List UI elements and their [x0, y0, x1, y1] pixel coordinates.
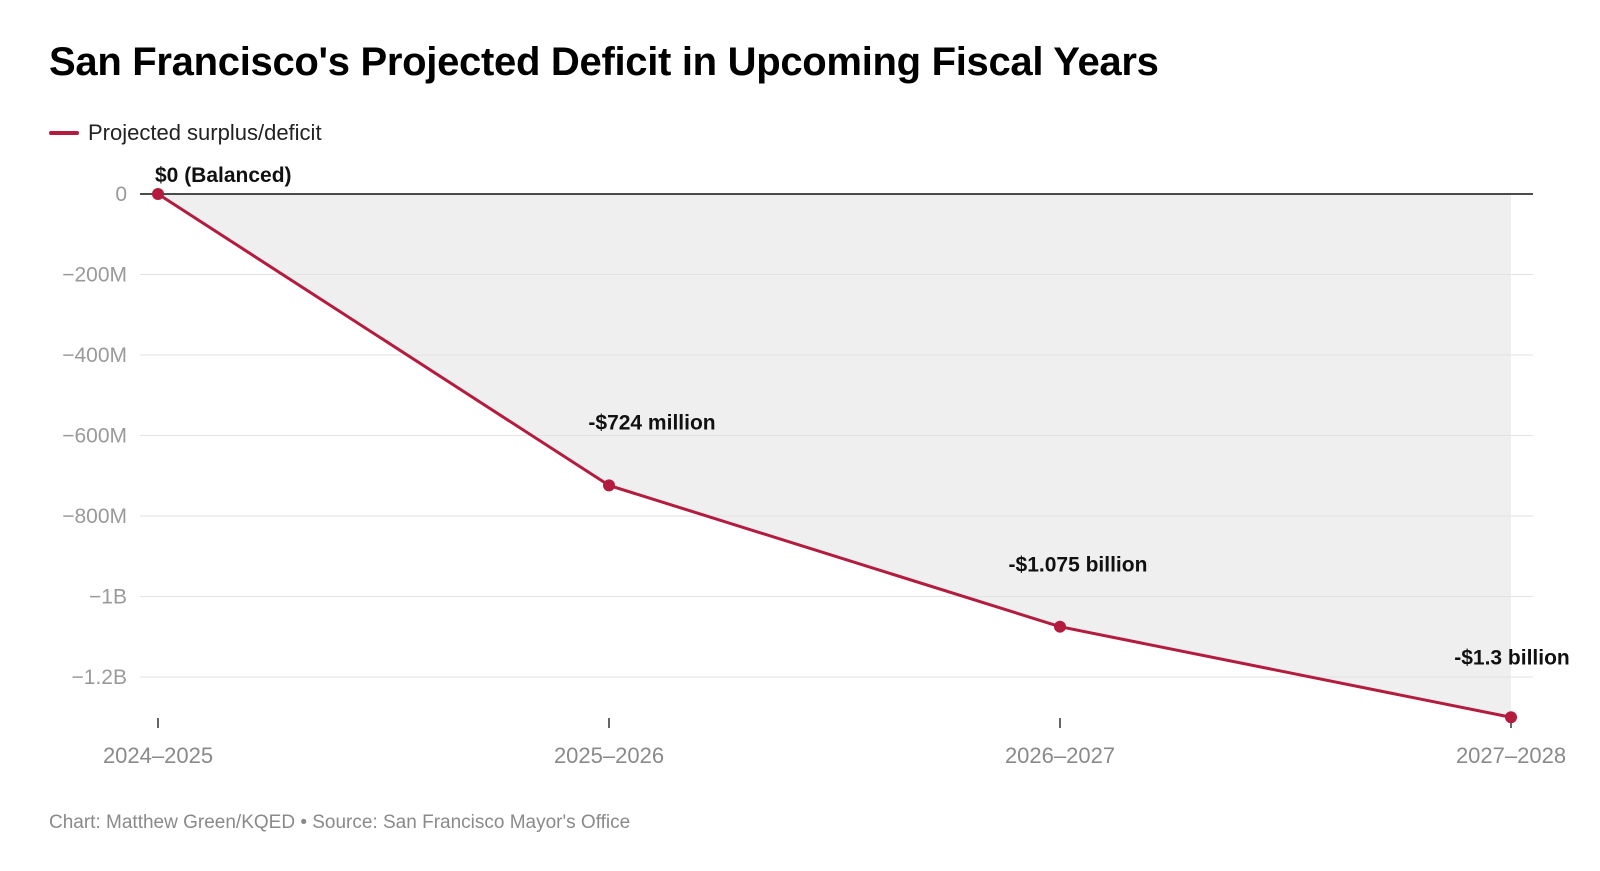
data-label: -$1.075 billion [1009, 554, 1148, 577]
data-point [603, 479, 615, 492]
series-line [157, 192, 1512, 719]
y-tick-label: −800M [62, 505, 127, 528]
legend-label: Projected surplus/deficit [88, 120, 322, 145]
y-tick-label: −200M [62, 264, 127, 287]
data-label: -$1.3 billion [1454, 646, 1570, 669]
y-tick-label: −600M [62, 425, 127, 448]
deficit-area [158, 194, 1511, 718]
data-label: $0 (Balanced) [155, 164, 292, 187]
x-tick-label: 2024–2025 [103, 743, 213, 768]
data-point [152, 188, 164, 200]
data-point [1054, 620, 1066, 633]
chart-credit: Chart: Matthew Green/KQED • Source: San … [49, 812, 631, 833]
data-point [1505, 711, 1517, 724]
legend-swatch [49, 131, 79, 135]
y-tick-label: −1B [89, 586, 127, 609]
y-tick-label: 0 [115, 183, 127, 206]
x-tick-label: 2026–2027 [1005, 743, 1115, 768]
x-tick-label: 2027–2028 [1456, 743, 1566, 768]
y-tick-label: −1.2B [72, 666, 127, 689]
data-label: -$724 million [588, 411, 715, 434]
chart-title: San Francisco's Projected Deficit in Upc… [49, 40, 1159, 84]
x-tick-label: 2025–2026 [554, 743, 664, 768]
y-tick-label: −400M [62, 344, 127, 367]
legend: Projected surplus/deficit [49, 120, 322, 146]
